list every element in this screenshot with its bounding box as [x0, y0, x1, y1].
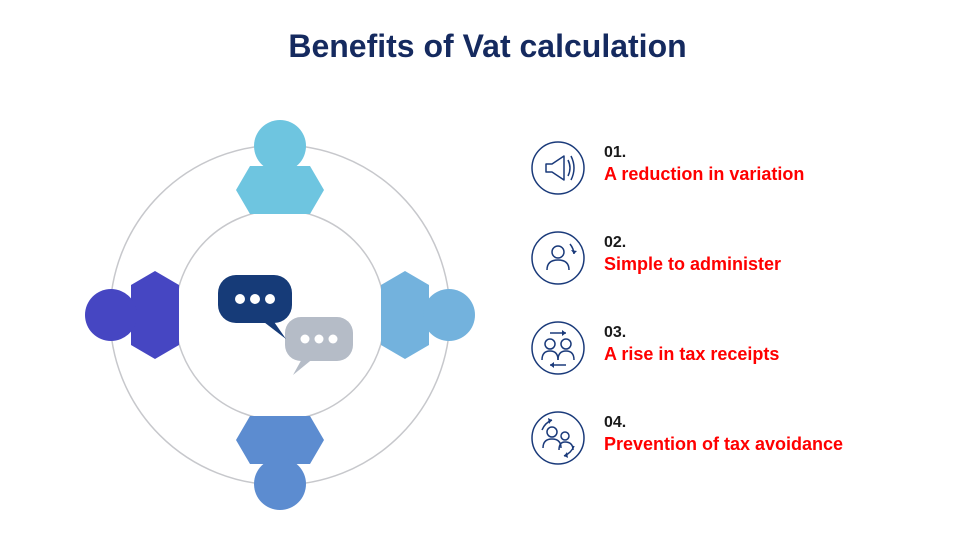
item-label: A rise in tax receipts	[604, 344, 779, 366]
megaphone-icon	[530, 140, 586, 196]
item-text: 03. A rise in tax receipts	[604, 320, 779, 366]
page-title: Benefits of Vat calculation	[0, 28, 975, 65]
item-text: 01. A reduction in variation	[604, 140, 804, 186]
item-number: 01.	[604, 144, 804, 162]
list-item: 03. A rise in tax receipts	[530, 320, 940, 376]
list-item: 04. Prevention of tax avoidance	[530, 410, 940, 466]
item-label: A reduction in variation	[604, 164, 804, 186]
list-item: 02. Simple to administer	[530, 230, 940, 286]
benefits-list: 01. A reduction in variation 02. Simple …	[530, 140, 940, 500]
radial-diagram	[80, 115, 480, 515]
users-swap-icon	[530, 320, 586, 376]
person-bottom-icon	[236, 416, 324, 510]
item-text: 04. Prevention of tax avoidance	[604, 410, 843, 456]
chat-bubbles-icon	[218, 275, 353, 375]
item-number: 04.	[604, 414, 843, 432]
user-cycle-icon	[530, 230, 586, 286]
person-left-icon	[85, 271, 179, 359]
list-item: 01. A reduction in variation	[530, 140, 940, 196]
item-label: Prevention of tax avoidance	[604, 434, 843, 456]
item-number: 03.	[604, 324, 779, 342]
item-label: Simple to administer	[604, 254, 781, 276]
item-text: 02. Simple to administer	[604, 230, 781, 276]
team-cycle-icon	[530, 410, 586, 466]
item-number: 02.	[604, 234, 781, 252]
person-top-icon	[236, 120, 324, 214]
person-right-icon	[381, 271, 475, 359]
